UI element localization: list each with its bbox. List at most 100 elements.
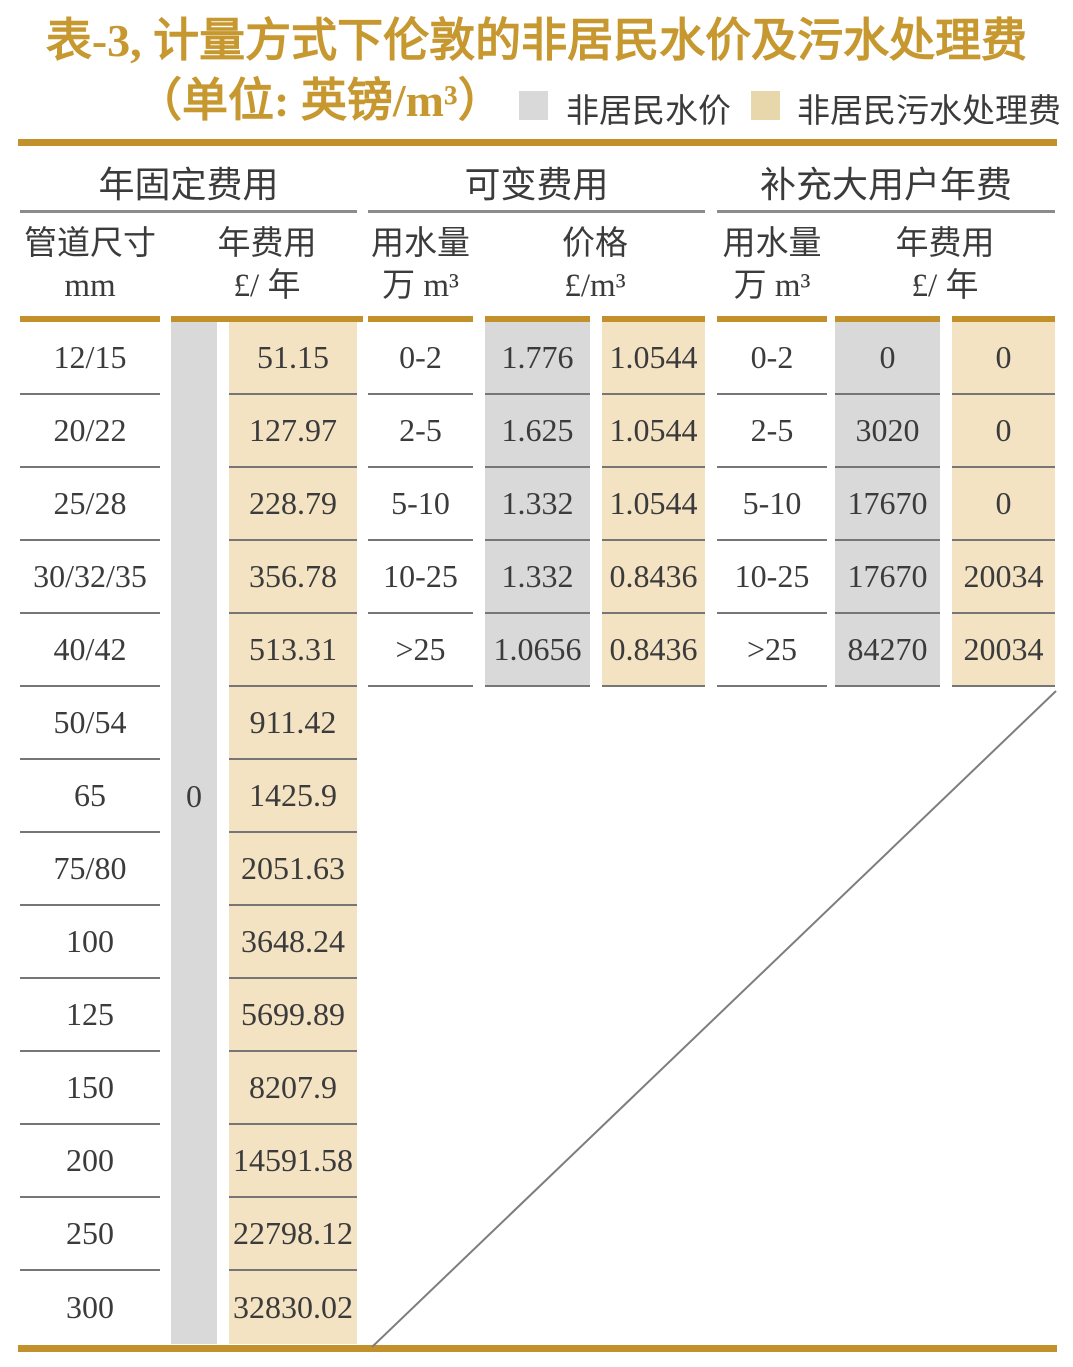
fixed-sewage-fee-cell: 14591.58: [229, 1125, 357, 1198]
water-price-cell: 1.332: [485, 468, 590, 541]
large-user-sewage-fee-column: 0 0 0 20034 20034: [952, 322, 1055, 687]
large-user-sewage-fee-cell: 0: [952, 468, 1055, 541]
water-price-cell: 1.625: [485, 395, 590, 468]
legend-sewage-fee-swatch: [751, 91, 780, 120]
pipe-size-cell: 65: [20, 760, 160, 833]
large-user-water-fee-cell: 0: [835, 322, 940, 395]
column-header-price-line1: 价格: [562, 226, 628, 262]
pipe-size-cell: 250: [20, 1198, 160, 1271]
pipe-size-cell: 75/80: [20, 833, 160, 906]
large-user-water-fee-cell: 84270: [835, 614, 940, 687]
column-header-large-user-usage: 用水量 万 m³: [717, 223, 827, 307]
sewage-price-cell: 1.0544: [602, 322, 705, 395]
water-price-cell: 1.0656: [485, 614, 590, 687]
pipe-size-cell: 150: [20, 1052, 160, 1125]
group-header-large-user-fee: 补充大用户年费: [759, 165, 1012, 205]
column-header-price: 价格 £/m³: [485, 223, 705, 307]
gold-segment-large-fee-gray: [835, 316, 940, 322]
variable-usage-cell: 10-25: [368, 541, 473, 614]
pipe-size-cell: 200: [20, 1125, 160, 1198]
group-underline-large-user: [717, 210, 1055, 213]
column-header-pipe-size: 管道尺寸 mm: [20, 223, 160, 307]
column-header-fixed-annual-fee: 年费用 £/ 年: [171, 223, 363, 307]
large-user-sewage-fee-cell: 0: [952, 322, 1055, 395]
gold-segment-price-tan: [602, 316, 705, 322]
fixed-sewage-fee-cell: 8207.9: [229, 1052, 357, 1125]
water-price-column: 1.776 1.625 1.332 1.332 1.0656: [485, 322, 590, 687]
pipe-size-cell: 40/42: [20, 614, 160, 687]
large-user-usage-cell: 2-5: [717, 395, 827, 468]
large-user-usage-cell: 5-10: [717, 468, 827, 541]
group-underline-fixed: [20, 210, 357, 213]
column-header-large-user-annual-fee: 年费用 £/ 年: [835, 223, 1055, 307]
top-divider-rule: [18, 139, 1057, 146]
variable-usage-column: 0-2 2-5 5-10 10-25 >25: [368, 322, 473, 687]
variable-usage-cell: 0-2: [368, 322, 473, 395]
gold-segment-large-usage: [717, 316, 827, 322]
fixed-sewage-fee-cell: 22798.12: [229, 1198, 357, 1271]
large-user-usage-cell: >25: [717, 614, 827, 687]
pipe-size-cell: 50/54: [20, 687, 160, 760]
legend-water-price-label: 非居民水价: [566, 94, 731, 130]
large-user-usage-cell: 10-25: [717, 541, 827, 614]
large-user-usage-column: 0-2 2-5 5-10 10-25 >25: [717, 322, 827, 687]
sewage-price-column: 1.0544 1.0544 1.0544 0.8436 0.8436: [602, 322, 705, 687]
fixed-sewage-fee-cell: 513.31: [229, 614, 357, 687]
gold-segment-fixed-fee: [171, 316, 363, 322]
fixed-sewage-fee-cell: 1425.9: [229, 760, 357, 833]
large-user-sewage-fee-cell: 20034: [952, 541, 1055, 614]
column-header-large-user-annual-fee-line1: 年费用: [895, 226, 995, 262]
water-price-cell: 1.332: [485, 541, 590, 614]
large-user-sewage-fee-cell: 0: [952, 395, 1055, 468]
fixed-sewage-fee-cell: 127.97: [229, 395, 357, 468]
legend-water-price-swatch: [519, 91, 548, 120]
large-user-usage-cell: 0-2: [717, 322, 827, 395]
large-user-water-fee-cell: 3020: [835, 395, 940, 468]
figure-subtitle: （单位: 英镑/m³）: [136, 75, 504, 126]
pipe-size-cell: 20/22: [20, 395, 160, 468]
pipe-size-cell: 125: [20, 979, 160, 1052]
pipe-size-column: 12/15 20/22 25/28 30/32/35 40/42 50/54 65 75/80…: [20, 322, 160, 1344]
column-header-large-user-usage-unit: 万 m³: [733, 268, 811, 304]
sewage-price-cell: 0.8436: [602, 614, 705, 687]
group-header-fixed-fee: 年固定费用: [98, 165, 279, 205]
bottom-divider-rule: [18, 1345, 1057, 1352]
fixed-sewage-fee-cell: 356.78: [229, 541, 357, 614]
column-header-variable-usage-line1: 用水量: [371, 226, 470, 262]
group-header-variable-fee: 可变费用: [464, 165, 609, 205]
group-underline-variable: [368, 210, 705, 213]
column-header-fixed-annual-fee-unit: £/ 年: [233, 268, 301, 304]
large-user-water-fee-column: 0 3020 17670 17670 84270: [835, 322, 940, 687]
pipe-size-cell: 30/32/35: [20, 541, 160, 614]
gold-segment-large-fee-tan: [952, 316, 1055, 322]
large-user-sewage-fee-cell: 20034: [952, 614, 1055, 687]
fixed-sewage-fee-cell: 911.42: [229, 687, 357, 760]
gold-segment-pipe: [20, 316, 160, 322]
water-price-cell: 1.776: [485, 322, 590, 395]
figure-title: 表-3, 计量方式下伦敦的非居民水价及污水处理费: [45, 15, 1028, 66]
column-header-variable-usage-unit: 万 m³: [382, 268, 459, 304]
column-header-pipe-size-line1: 管道尺寸: [24, 226, 156, 262]
column-header-pipe-size-unit: mm: [64, 268, 116, 304]
column-header-price-unit: £/m³: [564, 268, 626, 304]
pipe-size-cell: 12/15: [20, 322, 160, 395]
gold-segment-price-gray: [485, 316, 590, 322]
water-price-merged-value: 0: [186, 778, 202, 814]
fixed-sewage-fee-column: 51.15 127.97 228.79 356.78 513.31 911.42 1425.…: [229, 322, 357, 1344]
fixed-sewage-fee-cell: 32830.02: [233, 1289, 353, 1325]
pipe-size-cell: 25/28: [20, 468, 160, 541]
water-price-merged-column: 0: [171, 322, 217, 1344]
fixed-sewage-fee-cell: 3648.24: [229, 906, 357, 979]
fixed-sewage-fee-cell: 51.15: [229, 322, 357, 395]
pipe-size-cell: 100: [20, 906, 160, 979]
legend-sewage-fee-label: 非居民污水处理费: [797, 94, 1061, 130]
column-header-variable-usage: 用水量 万 m³: [368, 223, 473, 307]
column-header-fixed-annual-fee-line1: 年费用: [217, 226, 317, 262]
sewage-price-cell: 1.0544: [602, 468, 705, 541]
sewage-price-cell: 1.0544: [602, 395, 705, 468]
column-header-large-user-annual-fee-unit: £/ 年: [911, 268, 979, 304]
sewage-price-cell: 0.8436: [602, 541, 705, 614]
large-user-water-fee-cell: 17670: [835, 541, 940, 614]
variable-usage-cell: >25: [368, 614, 473, 687]
